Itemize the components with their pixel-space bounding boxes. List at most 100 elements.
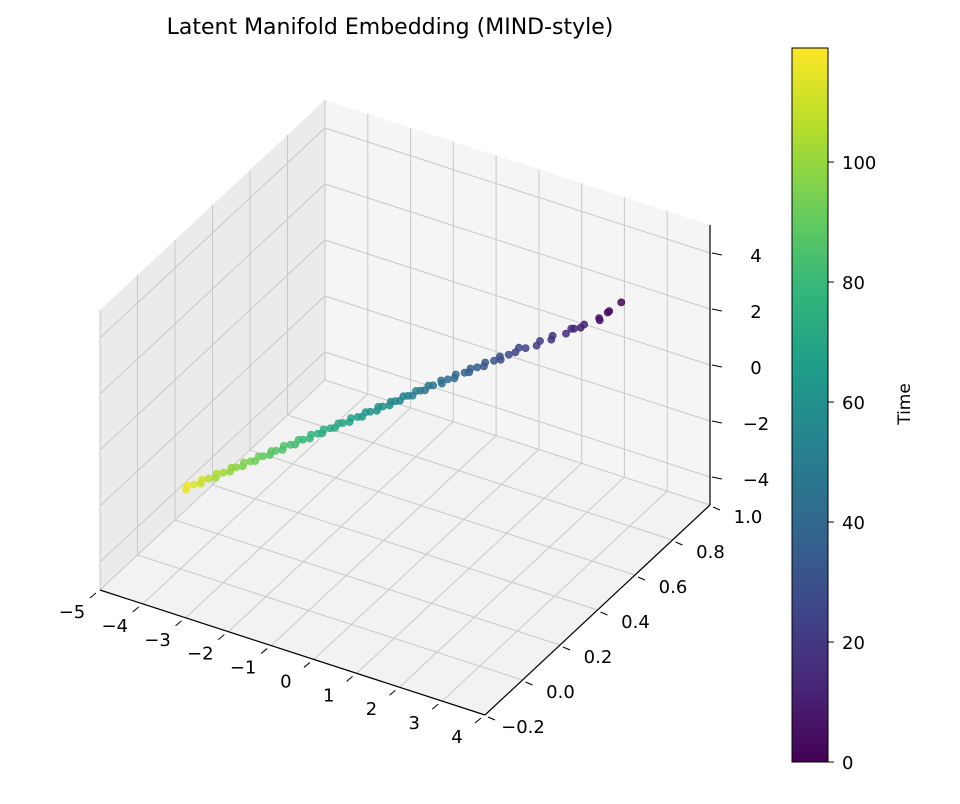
data-point [330, 423, 339, 432]
data-point [595, 316, 604, 325]
data-point [408, 391, 417, 400]
data-point [318, 429, 327, 438]
x-tick-label: −1 [230, 658, 257, 679]
x-axis-line [99, 589, 486, 716]
data-point [473, 363, 482, 372]
data-point [226, 467, 234, 476]
x-tick-label: −4 [102, 616, 129, 637]
data-point [366, 407, 375, 416]
y-tick-mark [525, 681, 533, 686]
data-point [291, 440, 299, 449]
colorbar-tick-label: 20 [842, 633, 865, 654]
z-tick-mark [711, 476, 723, 480]
data-point [378, 402, 387, 411]
z-tick-mark [711, 308, 723, 312]
x-tick-mark [89, 592, 97, 599]
x-tick-mark [431, 703, 439, 710]
x-tick-mark [218, 634, 225, 641]
data-point [299, 435, 307, 444]
x-tick-label: 3 [408, 713, 419, 734]
y-tick-mark [562, 646, 571, 651]
data-point [395, 396, 404, 405]
colorbar-ramp [791, 47, 829, 763]
data-point [617, 298, 626, 307]
tick-labels: −5 −4 −3 −2 −1 0 1 2 3 4 −0.20.0 0.2 0.4 0.6 0.8 1.0 −4 −… [59, 246, 770, 748]
data-point [305, 434, 314, 443]
y-tick-mark [600, 611, 608, 616]
z-tick-label: 4 [750, 246, 761, 267]
x-tick-label: 4 [451, 727, 462, 748]
data-point [570, 324, 578, 333]
colorbar-label: Time [895, 383, 915, 426]
z-tick-mark [711, 364, 723, 368]
y-tick-label: 0.2 [584, 647, 613, 668]
data-point [338, 419, 347, 427]
z-tick-label: −4 [743, 470, 770, 491]
y-tick-mark [712, 506, 721, 511]
y-gridline [212, 205, 598, 611]
x-tick-label: 1 [323, 685, 334, 706]
y-tick-mark [637, 576, 646, 581]
data-point [345, 418, 354, 426]
colorbar-tick-label: 0 [842, 753, 853, 774]
y-tick-label: 0.8 [696, 542, 725, 563]
z-gridline [99, 351, 711, 563]
scatter-points [182, 298, 626, 494]
data-point [182, 485, 190, 494]
data-point [465, 368, 474, 377]
data-point [443, 375, 452, 384]
y-tick-label: −0.2 [501, 717, 545, 738]
y-tick-label: 0.4 [621, 612, 650, 633]
y-gridline [324, 100, 711, 506]
y-tick-label: 0.0 [546, 682, 575, 703]
data-point [232, 463, 240, 472]
colorbar: 0 20 40 60 80 100 Time [791, 47, 915, 774]
x-tick-label: −5 [59, 602, 86, 623]
z-tick-label: −2 [743, 414, 770, 435]
data-point [196, 479, 205, 488]
colorbar-tick-label: 60 [842, 393, 865, 414]
x-tick-mark [474, 717, 482, 724]
data-point [504, 350, 513, 359]
data-point [238, 462, 247, 471]
z-tick-mark [711, 420, 723, 424]
z-tick-label: 2 [750, 302, 761, 323]
data-point [219, 468, 228, 477]
data-point [479, 362, 488, 371]
data-point [190, 480, 198, 489]
x-tick-label: −3 [144, 630, 171, 651]
colorbar-tick-label: 80 [842, 273, 865, 294]
z-tick-label: 0 [750, 358, 761, 379]
z-gridline [99, 183, 711, 395]
x-tick-mark [175, 620, 182, 627]
data-point [450, 374, 459, 383]
data-point [576, 323, 585, 332]
colorbar-tick-label: 100 [842, 153, 876, 174]
x-tick-mark [346, 675, 353, 682]
y-gridline [137, 275, 523, 681]
z-gridline [99, 127, 711, 339]
y-gridline [174, 240, 561, 646]
data-point [547, 335, 556, 344]
data-point [251, 457, 260, 465]
data-point [437, 379, 446, 388]
data-point [204, 474, 213, 483]
chart-title: Latent Manifold Embedding (MIND-style) [167, 15, 614, 40]
x-tick-label: −2 [187, 644, 214, 665]
data-point [271, 446, 280, 455]
x-tick-label: 2 [366, 699, 377, 720]
data-point [429, 381, 437, 390]
y-axis-line [484, 504, 711, 716]
data-point [278, 445, 287, 454]
axes-lines [99, 225, 711, 716]
x-tick-mark [303, 662, 311, 668]
x-tick-mark [389, 689, 396, 696]
y-tick-label: 0.6 [659, 577, 688, 598]
z-tick-mark [711, 252, 723, 256]
x-tick-mark [260, 648, 268, 654]
z-gridline [99, 295, 711, 507]
data-point [265, 451, 274, 459]
y-tick-label: 1.0 [734, 507, 763, 528]
